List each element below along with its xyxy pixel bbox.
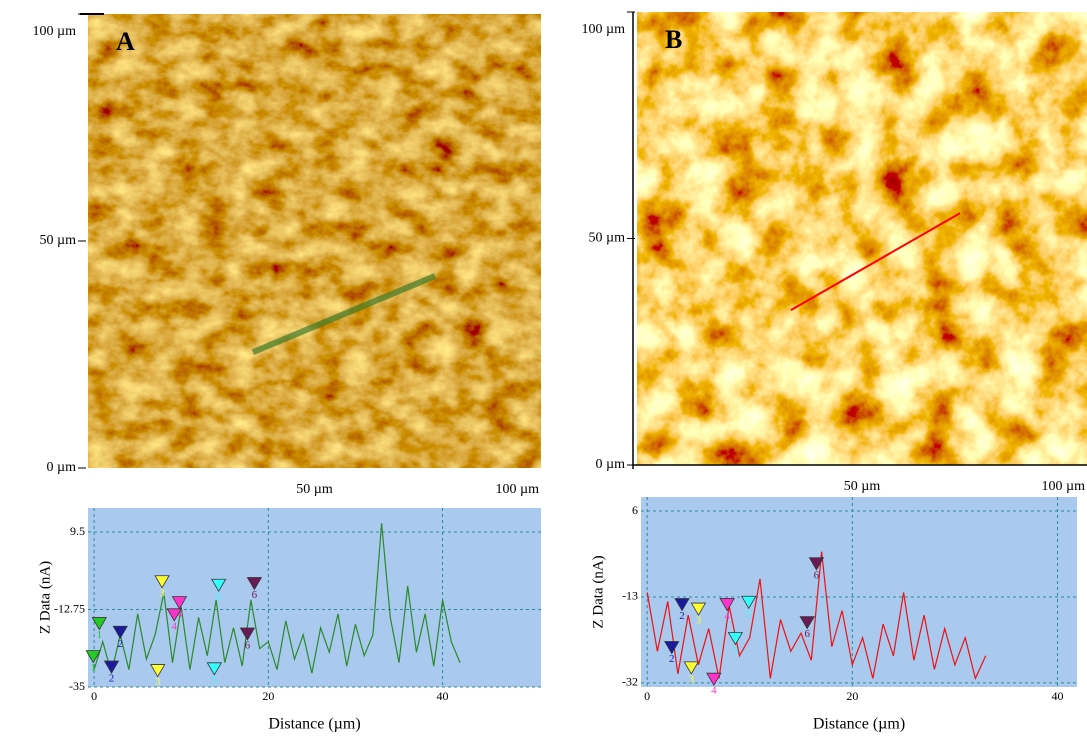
cursor-label: 3	[159, 587, 165, 599]
cursor-marker	[210, 578, 227, 593]
panel-label: A	[116, 27, 135, 56]
cursor-label: 2	[669, 653, 675, 665]
x-axis-title: Distance (µm)	[268, 716, 360, 733]
profile-line	[251, 273, 437, 355]
x-tick-label: 20	[846, 689, 858, 703]
x-tick-label: 50 µm	[844, 479, 881, 494]
cursor-marker	[206, 662, 223, 676]
cursor-marker	[91, 617, 108, 631]
cursor-marker	[808, 557, 825, 571]
cursor-marker	[683, 661, 699, 675]
cursor-label: 3	[689, 673, 695, 685]
y-tick-label: -35	[69, 679, 85, 693]
x-tick-label: 20	[262, 689, 274, 703]
cursor-label: 4	[724, 610, 730, 622]
cursor-marker	[706, 672, 722, 686]
y-tick-label: -13	[622, 589, 638, 603]
afm-image-a	[88, 14, 541, 468]
cursor-label: 4	[177, 608, 183, 620]
cursor-marker	[664, 641, 680, 655]
cursor-label: 6	[804, 628, 810, 640]
y-tick-label: 50 µm	[40, 233, 77, 248]
cursor-label: 5	[746, 608, 752, 620]
profile-line	[790, 212, 961, 311]
x-tick-label: 40	[437, 689, 449, 703]
cursor-label: 6	[245, 640, 251, 652]
y-axis-title: Z Data (nA)	[590, 555, 606, 628]
cursor-label: 2	[679, 610, 685, 622]
y-tick-label: 0 µm	[47, 460, 77, 475]
afm-image-b	[637, 12, 1087, 465]
cursor-marker	[112, 625, 128, 640]
cursor-label: 3	[696, 615, 702, 627]
x-tick-label: 100 µm	[1042, 479, 1086, 494]
panel-label: B	[665, 25, 682, 54]
y-axis-title: Z Data (nA)	[37, 561, 53, 634]
x-tick-label: 40	[1052, 689, 1064, 703]
y-tick-label: -12.75	[54, 601, 85, 615]
cursor-label: 5	[733, 644, 739, 656]
cursor-label: 5	[212, 674, 218, 686]
cursor-label: 5	[216, 591, 222, 603]
cursor-marker	[171, 596, 188, 610]
cursor-label: 6	[252, 589, 258, 601]
cursor-label: 2	[109, 673, 115, 685]
y-tick-label: 9.5	[70, 524, 85, 538]
profile-line	[93, 523, 461, 674]
y-tick-label: 0 µm	[596, 457, 626, 472]
cursor-marker	[154, 575, 170, 589]
cursor-marker	[103, 660, 120, 674]
y-tick-label: -32	[622, 675, 638, 689]
cursor-marker	[727, 632, 744, 646]
cursor-marker	[246, 577, 263, 591]
x-tick-label: 100 µm	[496, 482, 540, 497]
y-tick-label: 100 µm	[582, 22, 626, 37]
cursor-label: 2	[117, 638, 123, 650]
profile-line	[646, 551, 987, 681]
cursor-label: 3	[155, 676, 161, 688]
cursor-label: 1	[90, 662, 96, 674]
cursor-marker	[741, 595, 757, 610]
cursor-marker	[674, 598, 690, 612]
x-tick-label: 0	[644, 689, 650, 703]
plot-area	[641, 497, 1077, 687]
cursor-label: 6	[814, 569, 820, 581]
cursor-marker	[149, 664, 166, 678]
cursor-marker	[239, 627, 256, 641]
cursor-label: 1	[97, 629, 103, 641]
y-tick-label: 100 µm	[33, 24, 77, 39]
cursor-marker	[166, 608, 182, 622]
x-tick-label: 50 µm	[296, 482, 333, 497]
x-tick-label: 0	[91, 689, 97, 703]
cursor-label: 4	[711, 685, 717, 697]
y-tick-label: 50 µm	[589, 231, 626, 246]
cursor-marker	[799, 616, 815, 630]
cursor-marker	[85, 650, 101, 664]
y-tick-label: 6	[632, 503, 638, 517]
cursor-marker	[690, 602, 707, 616]
cursor-label: 4	[171, 620, 177, 632]
cursor-marker	[719, 598, 735, 612]
x-axis-title: Distance (µm)	[813, 716, 905, 733]
